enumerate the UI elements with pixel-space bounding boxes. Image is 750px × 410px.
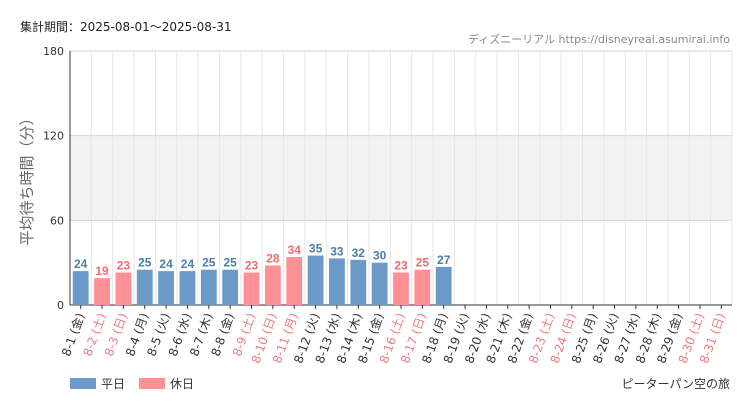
bar <box>200 269 217 305</box>
legend-item-weekday: 平日 <box>70 375 125 392</box>
bar-value-label: 33 <box>330 244 344 258</box>
bar <box>350 259 367 305</box>
bar-value-label: 24 <box>74 257 88 271</box>
attraction-name: ピーターパン空の旅 <box>621 377 730 391</box>
bar-value-label: 25 <box>138 256 152 270</box>
bar-value-label: 30 <box>373 249 387 263</box>
bar-value-label: 23 <box>394 259 408 273</box>
legend-label-holiday: 休日 <box>170 377 195 391</box>
bar <box>136 269 153 305</box>
bar <box>158 271 174 305</box>
y-axis-title: 平均待ち時間（分） <box>18 110 36 245</box>
bar <box>329 258 345 305</box>
bar-value-label: 32 <box>352 246 366 260</box>
legend-item-holiday: 休日 <box>139 375 194 392</box>
bar <box>307 255 324 305</box>
bar <box>435 266 452 305</box>
source-credit: ディズニーリアル https://disneyreal.asumirai.inf… <box>467 33 730 46</box>
y-tick-label: 60 <box>50 214 64 227</box>
bar-value-label: 23 <box>117 259 131 273</box>
legend: 平日 休日 <box>70 375 194 392</box>
legend-swatch-weekday <box>70 378 96 389</box>
bar <box>264 265 281 305</box>
legend-swatch-holiday <box>139 378 166 389</box>
bar <box>72 271 89 305</box>
bar <box>222 269 239 305</box>
bar <box>414 269 431 305</box>
bar-value-label: 25 <box>223 256 237 270</box>
bar-value-label: 27 <box>437 253 451 267</box>
bar <box>393 272 409 305</box>
bar-value-label: 25 <box>416 256 430 270</box>
y-tick-label: 0 <box>57 299 64 312</box>
legend-label-weekday: 平日 <box>101 377 126 391</box>
y-tick-label: 180 <box>43 45 64 58</box>
bar-value-label: 28 <box>266 251 280 265</box>
bar-value-label: 23 <box>245 259 259 273</box>
bar-value-label: 19 <box>95 264 109 278</box>
bar <box>243 272 260 305</box>
bar <box>115 272 132 305</box>
bar <box>286 257 303 305</box>
bar-value-label: 35 <box>309 242 323 256</box>
bar-value-label: 34 <box>288 243 302 257</box>
plot-band <box>70 135 732 221</box>
bar <box>94 278 110 305</box>
bar-value-label: 24 <box>181 257 195 271</box>
bar <box>179 271 196 305</box>
bar <box>371 262 388 305</box>
period-label: 集計期間：2025-08-01〜2025-08-31 <box>20 20 232 34</box>
bar-value-label: 24 <box>159 257 173 271</box>
y-tick-label: 120 <box>43 130 64 143</box>
bar-value-label: 25 <box>202 256 216 270</box>
